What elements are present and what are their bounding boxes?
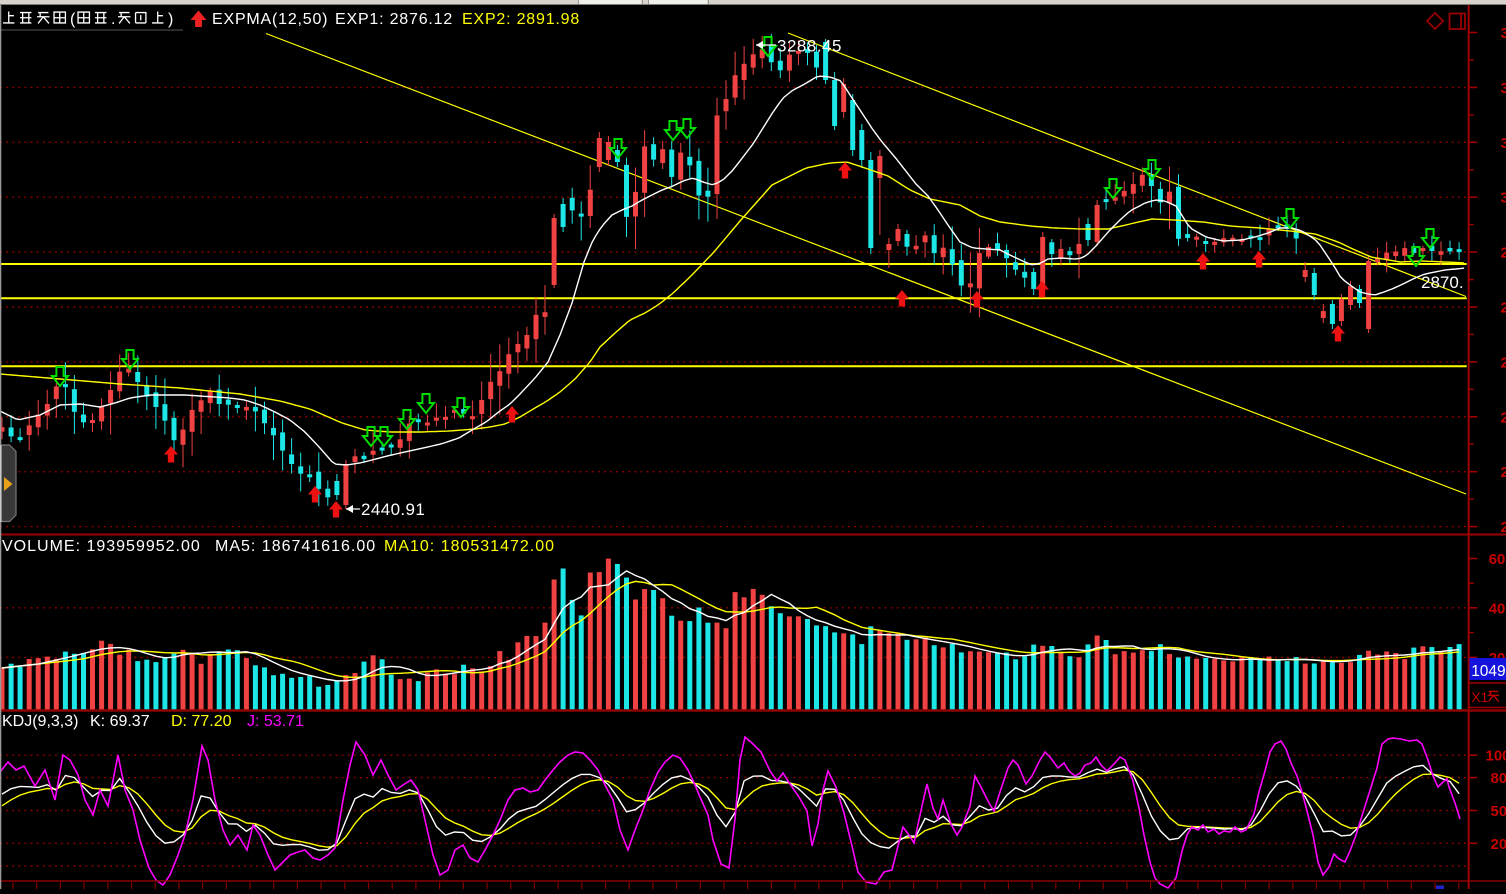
svg-text:EXP1: 2876.12: EXP1: 2876.12	[335, 11, 453, 28]
svg-text:80: 80	[1491, 770, 1506, 787]
svg-text:3288.45: 3288.45	[777, 37, 842, 56]
svg-text:.: .	[111, 11, 115, 28]
svg-text:(: (	[70, 11, 76, 28]
svg-text:2600: 2600	[1501, 409, 1506, 426]
svg-text:2440.91: 2440.91	[361, 500, 425, 519]
svg-text:D: 77.20: D: 77.20	[171, 713, 232, 730]
svg-text:MA10: 180531472.00: MA10: 180531472.00	[384, 538, 555, 555]
svg-text:EXPMA(12,50): EXPMA(12,50)	[212, 11, 328, 28]
svg-text:J: 53.71: J: 53.71	[247, 713, 304, 730]
svg-text:KDJ(9,3,3): KDJ(9,3,3)	[2, 713, 78, 730]
svg-text:3300: 3300	[1501, 25, 1506, 42]
svg-text:50: 50	[1491, 803, 1506, 820]
svg-text:60: 60	[1489, 551, 1506, 568]
svg-text:3000: 3000	[1501, 190, 1506, 207]
svg-text:3100: 3100	[1501, 135, 1506, 152]
svg-text:): )	[168, 11, 173, 28]
svg-text:20: 20	[1491, 836, 1506, 853]
svg-text:10496: 10496	[1471, 663, 1506, 680]
svg-text:2900: 2900	[1501, 245, 1506, 262]
svg-text:2800: 2800	[1501, 300, 1506, 317]
svg-text:EXP2: 2891.98: EXP2: 2891.98	[462, 11, 580, 28]
svg-text:100: 100	[1486, 748, 1506, 765]
svg-text:K: 69.37: K: 69.37	[90, 713, 150, 730]
svg-text:2700: 2700	[1501, 354, 1506, 371]
svg-text:VOLUME: 193959952.00: VOLUME: 193959952.00	[2, 538, 201, 555]
svg-text:3200: 3200	[1501, 80, 1506, 97]
svg-text:2400: 2400	[1501, 519, 1506, 536]
svg-text:2500: 2500	[1501, 464, 1506, 481]
svg-text:2870.: 2870.	[1421, 273, 1464, 292]
svg-text:X1: X1	[1471, 689, 1488, 705]
svg-text:MA5: 186741616.00: MA5: 186741616.00	[215, 538, 376, 555]
svg-text:40: 40	[1489, 600, 1506, 617]
